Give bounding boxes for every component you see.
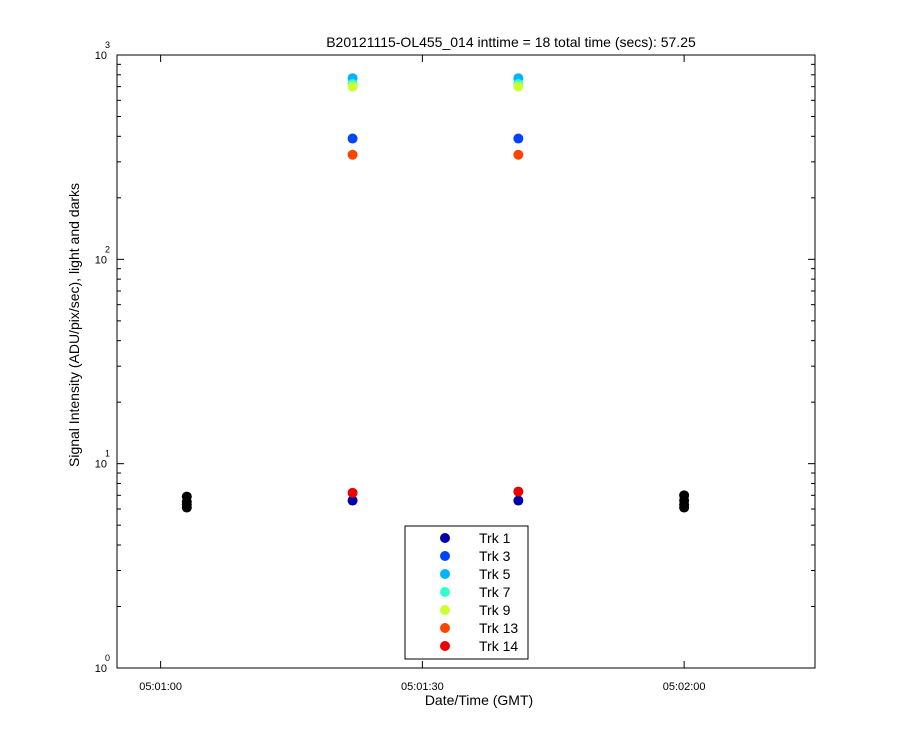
data-point bbox=[513, 81, 524, 92]
data-point bbox=[513, 133, 524, 144]
legend-label: Trk 3 bbox=[479, 548, 511, 564]
legend-marker bbox=[440, 569, 450, 579]
legend-marker bbox=[440, 533, 450, 543]
x-axis-label: Date/Time (GMT) bbox=[425, 692, 533, 708]
chart-title: B20121115-OL455_014 inttime = 18 total t… bbox=[326, 34, 696, 50]
data-point bbox=[347, 495, 358, 506]
data-point bbox=[347, 487, 358, 498]
legend: Trk 1 Trk 3 Trk 5 Trk 7 Trk 9 Trk 13 Trk 14 bbox=[404, 525, 529, 660]
y-tick-label: 10 bbox=[95, 254, 107, 266]
y-tick-exponent: 2 bbox=[105, 244, 110, 254]
axis-ticks bbox=[117, 54, 815, 669]
legend-box bbox=[404, 525, 529, 660]
data-point bbox=[347, 149, 358, 160]
data-point bbox=[513, 149, 524, 160]
y-tick-exponent: 1 bbox=[105, 449, 110, 459]
data-point bbox=[679, 490, 690, 501]
data-point bbox=[513, 486, 524, 497]
legend-marker bbox=[440, 641, 450, 651]
data-point bbox=[347, 133, 358, 144]
legend-label: Trk 1 bbox=[479, 530, 511, 546]
legend-label: Trk 9 bbox=[479, 602, 511, 618]
y-tick-exponent: 3 bbox=[105, 40, 110, 50]
data-point bbox=[513, 495, 524, 506]
legend-marker bbox=[440, 587, 450, 597]
x-tick-label: 05:01:30 bbox=[401, 681, 444, 693]
y-tick-label: 10 bbox=[95, 663, 107, 675]
y-tick-label: 10 bbox=[95, 50, 107, 62]
y-tick-exponent: 0 bbox=[105, 653, 110, 663]
legend-label: Trk 7 bbox=[479, 584, 511, 600]
legend-label: Trk 14 bbox=[479, 638, 518, 654]
legend-marker bbox=[440, 551, 450, 561]
legend-marker bbox=[440, 605, 450, 615]
legend-label: Trk 13 bbox=[479, 620, 518, 636]
legend-label: Trk 5 bbox=[479, 566, 511, 582]
data-point bbox=[181, 491, 192, 502]
x-tick-label: 05:02:00 bbox=[663, 681, 706, 693]
x-tick-label: 05:01:00 bbox=[139, 681, 182, 693]
data-points bbox=[181, 73, 690, 513]
data-point bbox=[347, 81, 358, 92]
y-axis-label: Signal Intensity (ADU/pix/sec), light an… bbox=[66, 183, 82, 467]
y-tick-label: 10 bbox=[95, 459, 107, 471]
legend-marker bbox=[440, 623, 450, 633]
